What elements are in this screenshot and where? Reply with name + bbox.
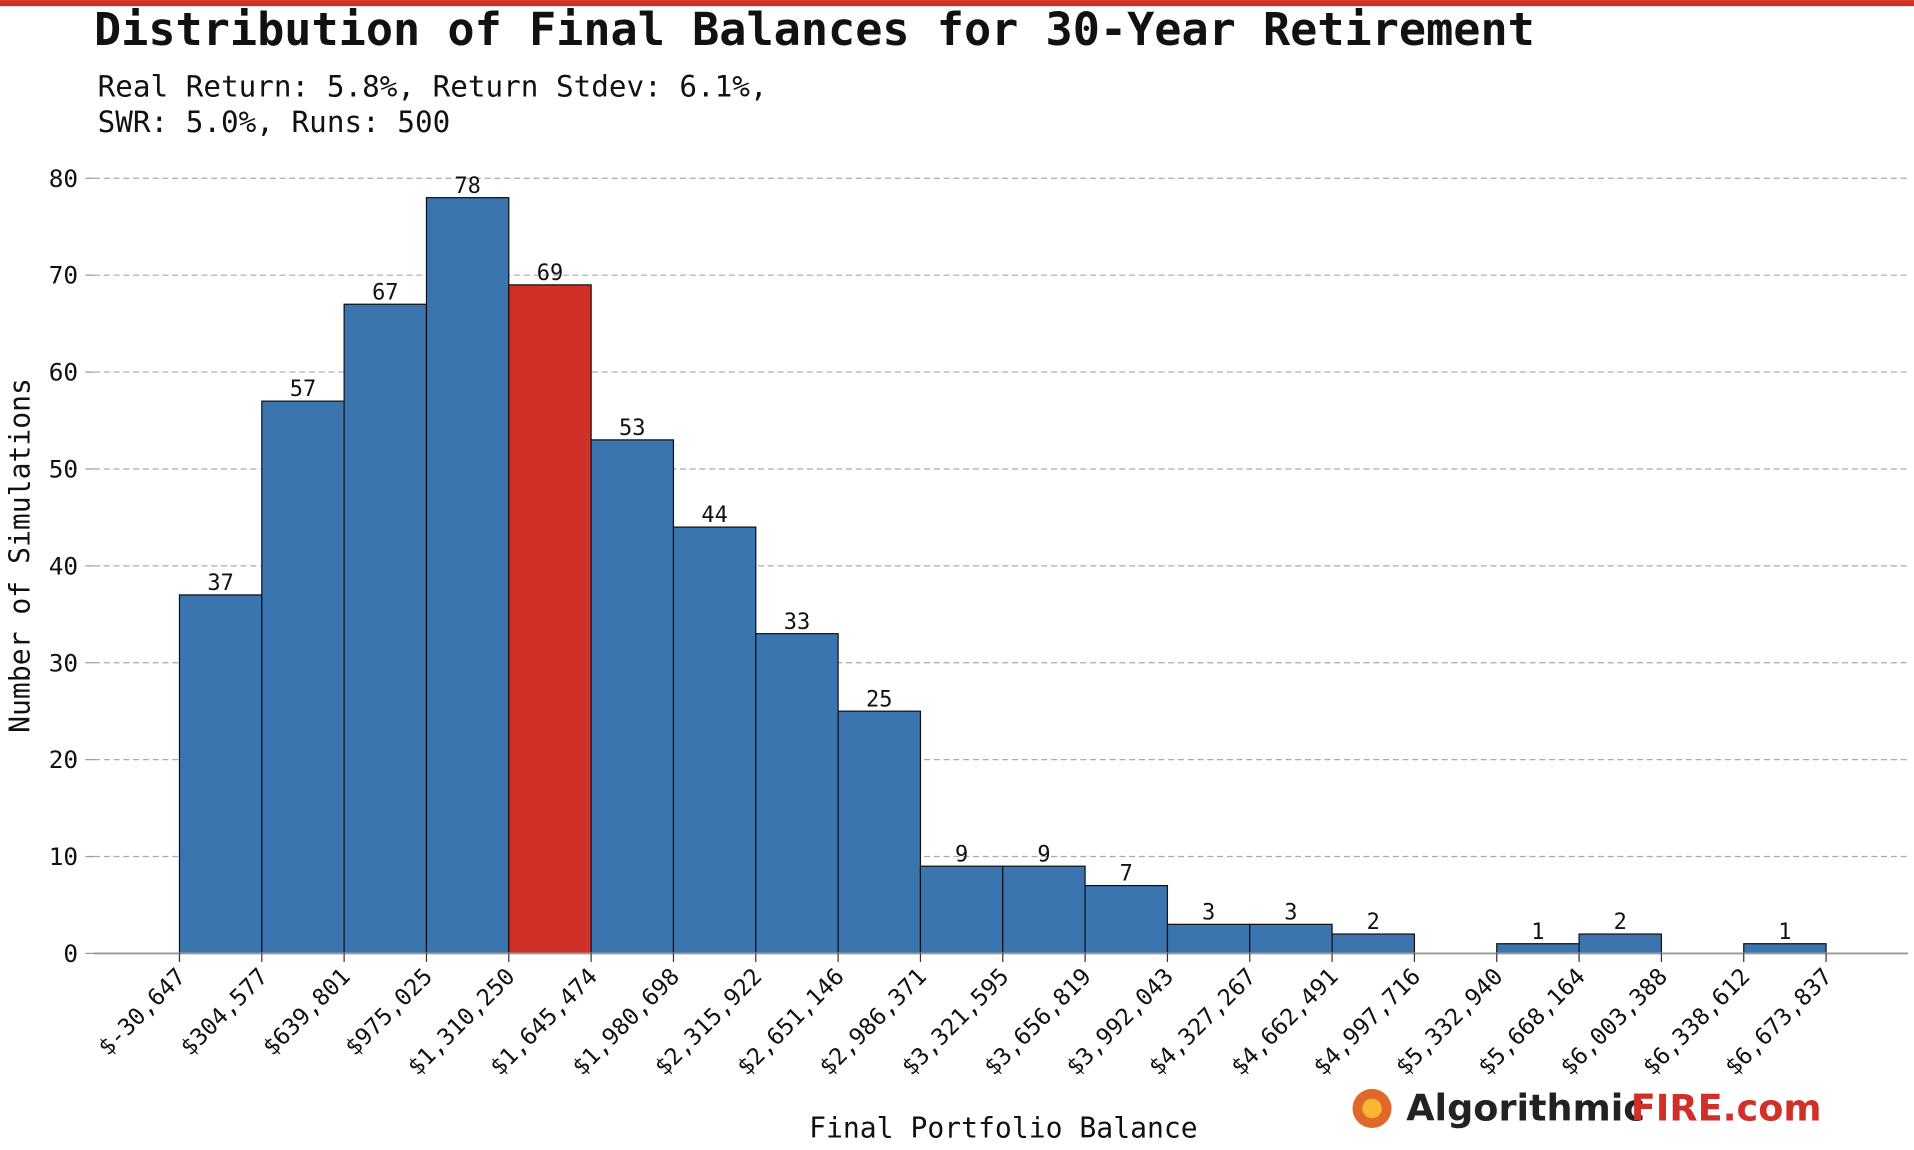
bar [755, 633, 839, 955]
x-tick-label: $-30,647 [93, 963, 191, 1061]
y-tick-label: 0 [63, 939, 78, 968]
brand-text: FIRE.com [1631, 1087, 1822, 1130]
data-label: 9 [1037, 842, 1050, 867]
bar [1166, 923, 1251, 955]
y-tick-label: 50 [49, 454, 78, 483]
x-axis-label: Final Portfolio Balance [809, 1112, 1198, 1145]
brand-text: Algorithmic [1406, 1087, 1645, 1130]
chart-title: Distribution of Final Balances for 30-Ye… [94, 3, 1535, 56]
data-label: 69 [537, 261, 563, 286]
x-tick-label: $639,801 [258, 963, 356, 1061]
y-tick-label: 30 [49, 648, 78, 677]
data-label: 9 [955, 842, 968, 867]
bar [672, 526, 757, 955]
data-label: 57 [290, 377, 316, 402]
data-label: 3 [1284, 900, 1297, 925]
bar [1249, 923, 1333, 955]
logo-icon [1362, 1098, 1382, 1119]
y-tick-label: 70 [49, 261, 78, 290]
x-tick-label: $304,577 [175, 963, 273, 1061]
y-tick-label: 60 [49, 358, 78, 387]
bar [1002, 865, 1086, 955]
bar [590, 439, 675, 955]
data-label: 67 [372, 280, 398, 305]
y-tick-label: 80 [49, 164, 78, 193]
data-label: 25 [866, 687, 892, 712]
bar [919, 865, 1004, 955]
bar [508, 284, 592, 955]
bar [343, 303, 428, 955]
subtitle: Real Return: 5.8%, Return Stdev: 6.1%, [98, 70, 768, 104]
bar [1084, 884, 1169, 955]
y-axis-label: Number of Simulations [3, 378, 36, 733]
subtitle: SWR: 5.0%, Runs: 500 [98, 105, 451, 139]
data-label: 53 [619, 416, 645, 441]
data-label: 7 [1120, 862, 1133, 887]
data-label: 44 [701, 503, 727, 528]
data-label: 1 [1531, 920, 1544, 945]
bar [261, 400, 345, 955]
data-label: 2 [1614, 910, 1627, 935]
bar [1743, 943, 1827, 955]
y-tick-label: 40 [49, 551, 78, 580]
y-tick-label: 10 [49, 842, 78, 871]
bar [425, 197, 510, 955]
brand-logo: Algorithmic FIRE.com [1352, 1087, 1822, 1130]
data-label: 33 [784, 610, 810, 635]
bar [1578, 933, 1663, 955]
y-tick-label: 20 [49, 745, 78, 774]
bar [178, 594, 263, 955]
data-label: 2 [1367, 910, 1380, 935]
bar [837, 710, 922, 955]
data-label: 78 [454, 174, 480, 199]
data-label: 1 [1778, 920, 1791, 945]
top-stripe [0, 0, 1914, 7]
data-label: 3 [1202, 900, 1215, 925]
bar [1496, 943, 1580, 955]
bar [1331, 933, 1416, 955]
data-label: 37 [207, 571, 233, 596]
